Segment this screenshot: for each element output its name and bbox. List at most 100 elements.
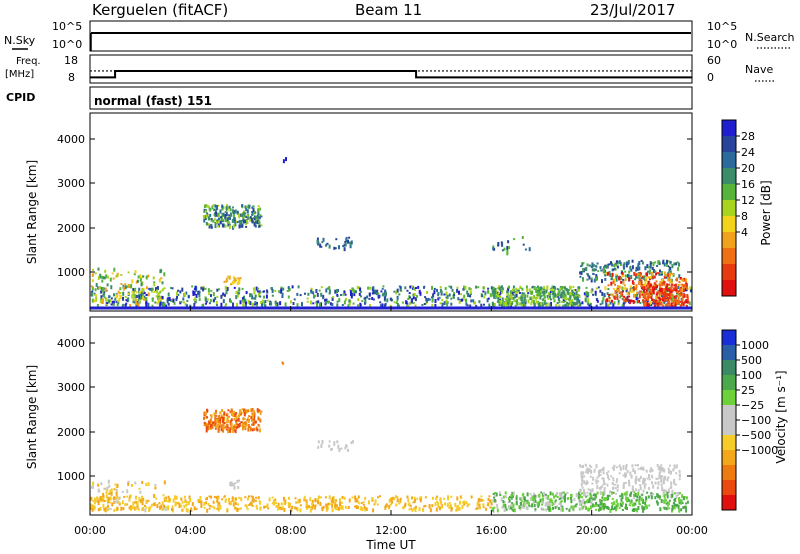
power-cell xyxy=(555,294,558,297)
power-cell xyxy=(509,290,512,295)
power-cell xyxy=(662,304,665,308)
velocity-cell xyxy=(116,499,119,504)
power-cell xyxy=(264,304,266,307)
power-cell xyxy=(166,300,169,304)
power-cell xyxy=(500,288,503,292)
power-cell xyxy=(213,299,215,302)
power-cell xyxy=(338,297,341,302)
power-cell xyxy=(492,291,495,295)
power-cell xyxy=(125,285,128,288)
velocity-cell xyxy=(244,504,247,507)
velocity-cell xyxy=(127,480,130,483)
power-cell xyxy=(663,288,665,291)
velocity-cell xyxy=(608,494,611,497)
power-cell xyxy=(679,300,682,303)
power-cell xyxy=(561,286,564,289)
power-cell xyxy=(466,290,469,295)
velocity-cell xyxy=(183,500,186,503)
power-cell xyxy=(550,301,552,306)
velocity-cell xyxy=(105,491,108,495)
power-cell xyxy=(148,287,151,290)
power-cell xyxy=(608,271,611,276)
power-cell xyxy=(270,301,273,306)
power-cell xyxy=(495,290,498,293)
velocity-colorbar-tick-label: −1000 xyxy=(741,444,778,457)
velocity-cell xyxy=(178,503,181,508)
velocity-cell xyxy=(450,495,453,498)
power-cell xyxy=(683,293,686,298)
power-cell xyxy=(366,295,369,299)
power-cell xyxy=(625,288,628,293)
velocity-cell xyxy=(637,464,639,467)
velocity-cell xyxy=(631,485,634,490)
power-cell xyxy=(406,289,409,292)
power-cell xyxy=(595,298,598,301)
power-cell xyxy=(353,289,355,294)
velocity-cell xyxy=(642,507,645,510)
velocity-cell xyxy=(611,505,614,510)
power-cell xyxy=(95,296,98,301)
velocity-cell xyxy=(565,507,568,510)
velocity-cell xyxy=(281,361,284,364)
power-cell xyxy=(98,287,101,290)
power-cell xyxy=(680,295,683,298)
velocity-cell xyxy=(106,499,109,502)
power-cell xyxy=(513,289,516,294)
power-cell xyxy=(622,302,625,307)
power-cell xyxy=(293,298,296,301)
power-cell xyxy=(296,292,299,296)
power-cell xyxy=(354,290,357,294)
power-cell xyxy=(220,216,222,219)
velocity-cell xyxy=(205,426,208,429)
power-cell xyxy=(630,268,633,272)
power-cell xyxy=(239,300,242,305)
power-cell xyxy=(175,298,178,302)
power-cell xyxy=(616,265,619,269)
power-cell xyxy=(684,283,687,288)
velocity-cell xyxy=(634,488,637,492)
power-cell xyxy=(396,288,399,293)
velocity-cell xyxy=(123,495,126,498)
velocity-cell xyxy=(230,481,233,486)
power-cell xyxy=(348,299,351,304)
velocity-cell xyxy=(137,507,140,511)
velocity-cell xyxy=(580,503,583,506)
power-cell xyxy=(527,292,530,295)
velocity-cell xyxy=(642,477,645,482)
power-cell xyxy=(533,302,536,307)
power-cell xyxy=(153,283,156,287)
velocity-cell xyxy=(577,496,580,500)
station-title: Kerguelen (fitACF) xyxy=(92,1,228,19)
velocity-cell xyxy=(205,428,208,433)
velocity-cell xyxy=(131,484,133,487)
power-cell xyxy=(382,285,385,288)
velocity-cell xyxy=(230,418,233,422)
power-cell xyxy=(590,277,593,280)
velocity-cell xyxy=(684,505,686,509)
power-cell xyxy=(213,208,216,211)
power-cell xyxy=(241,297,244,301)
power-cell xyxy=(110,285,113,290)
power-cell xyxy=(515,287,518,290)
power-cell xyxy=(665,286,668,291)
power-cell xyxy=(475,285,478,289)
power-cell xyxy=(95,294,98,297)
power-cell xyxy=(636,276,639,279)
power-cell xyxy=(139,274,142,279)
power-cell xyxy=(116,302,119,307)
velocity-cell xyxy=(553,495,555,499)
power-cell xyxy=(241,213,244,218)
power-cell xyxy=(637,300,640,303)
power-cell xyxy=(399,288,402,292)
power-cell xyxy=(504,297,507,300)
power-cell xyxy=(681,287,684,290)
velocity-cell xyxy=(341,505,344,510)
power-cell xyxy=(586,295,589,298)
velocity-cell xyxy=(331,503,334,508)
velocity-cell xyxy=(207,503,210,506)
power-cell xyxy=(358,292,361,296)
velocity-cell xyxy=(490,502,493,506)
power-cell xyxy=(109,299,112,303)
velocity-cell xyxy=(536,501,539,506)
velocity-cell xyxy=(662,506,665,509)
